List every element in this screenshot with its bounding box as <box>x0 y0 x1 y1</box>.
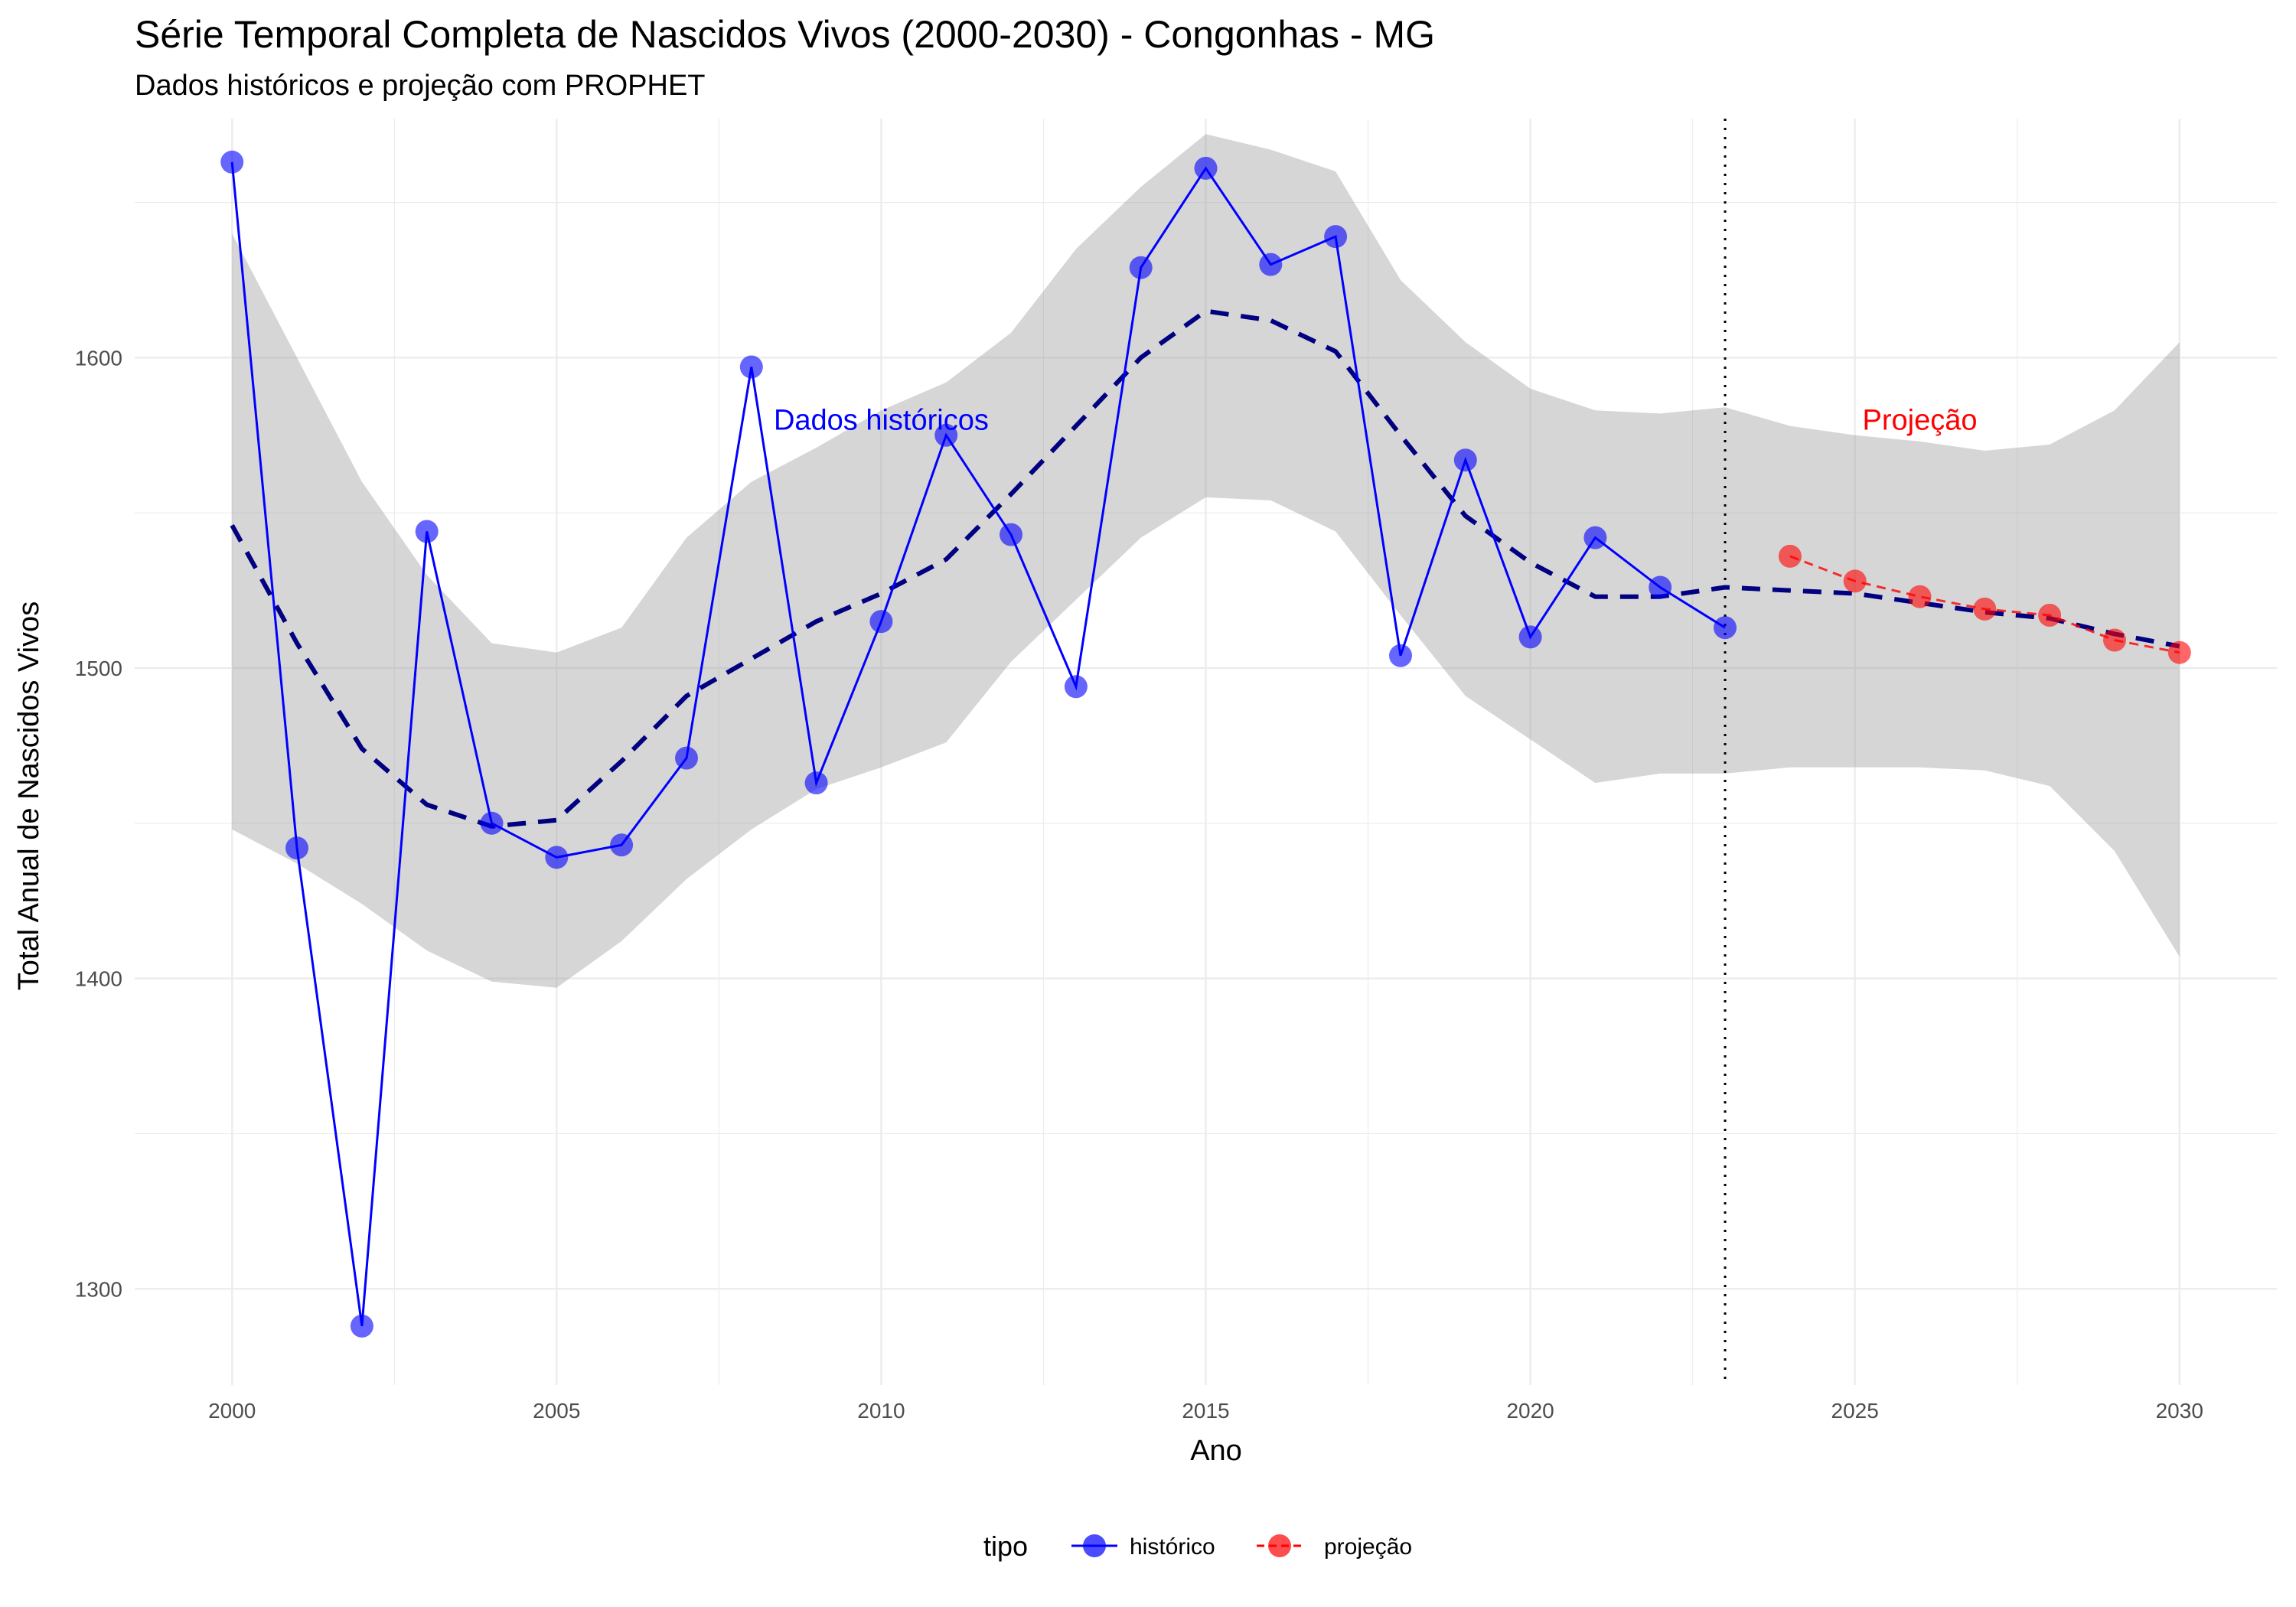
x-tick-label: 2020 <box>1506 1399 1554 1423</box>
data-point-historico <box>415 520 439 543</box>
data-point-historico <box>1649 575 1672 599</box>
x-tick-label: 2000 <box>208 1399 256 1423</box>
data-point-projecao <box>1908 585 1932 608</box>
series-projecao <box>1778 544 2191 664</box>
data-point-historico <box>545 846 569 869</box>
data-point-projecao <box>1778 544 1802 568</box>
data-point-projecao <box>1843 569 1867 593</box>
data-point-projecao <box>2038 604 2062 627</box>
x-tick-label: 2025 <box>1831 1399 1879 1423</box>
data-point-historico <box>934 423 958 447</box>
data-point-historico <box>739 355 763 379</box>
legend: tipo histórico projeção <box>983 1530 1412 1562</box>
data-point-historico <box>1714 616 1737 640</box>
data-point-historico <box>480 811 504 835</box>
legend-label-historico: histórico <box>1130 1534 1215 1560</box>
data-point-historico <box>1453 448 1477 472</box>
y-tick-label: 1400 <box>75 967 122 991</box>
data-point-projecao <box>2103 628 2126 652</box>
annotations: Dados históricos Projeção <box>774 404 1978 436</box>
x-tick-label: 2010 <box>857 1399 905 1423</box>
annotation-dados-historicos: Dados históricos <box>774 404 989 436</box>
legend-item-historico: histórico <box>1071 1534 1215 1560</box>
data-point-historico <box>869 610 893 634</box>
x-tick-label: 2015 <box>1182 1399 1229 1423</box>
legend-swatch-point-projecao <box>1268 1534 1291 1557</box>
legend-title: tipo <box>983 1530 1028 1562</box>
data-series <box>220 150 2191 1338</box>
x-tick-label: 2005 <box>533 1399 580 1423</box>
data-point-projecao <box>1973 597 1997 621</box>
x-axis-title: Ano <box>1190 1435 1242 1467</box>
data-point-historico <box>1064 675 1088 699</box>
grid-lines <box>135 119 2277 1385</box>
data-point-historico <box>1129 256 1153 279</box>
legend-swatch-point-historico <box>1083 1534 1106 1557</box>
y-axis-ticks: 1300 1400 1500 1600 <box>75 346 122 1301</box>
data-point-historico <box>675 746 698 770</box>
chart-title: Série Temporal Completa de Nascidos Vivo… <box>135 13 1435 56</box>
confidence-band-area <box>232 134 2180 988</box>
data-point-historico <box>1259 253 1283 276</box>
data-point-historico <box>1518 625 1542 649</box>
data-point-historico <box>350 1314 373 1338</box>
data-point-historico <box>285 836 308 860</box>
x-tick-label: 2030 <box>2156 1399 2203 1423</box>
y-tick-label: 1500 <box>75 657 122 680</box>
series-line-historico <box>230 161 1726 1327</box>
y-tick-label: 1600 <box>75 346 122 370</box>
y-tick-label: 1300 <box>75 1277 122 1301</box>
data-point-historico <box>610 833 634 857</box>
data-point-historico <box>804 771 828 795</box>
data-point-historico <box>1000 523 1022 546</box>
annotation-projecao: Projeção <box>1863 404 1978 436</box>
x-axis-ticks: 2000 2005 2010 2015 2020 2025 2030 <box>208 1399 2203 1423</box>
legend-label-projecao: projeção <box>1324 1534 1412 1560</box>
series-historico <box>220 150 1737 1338</box>
legend-item-projecao: projeção <box>1257 1534 1412 1560</box>
y-axis-title: Total Anual de Nascidos Vivos <box>13 601 45 990</box>
chart-subtitle: Dados históricos e projeção com PROPHET <box>135 70 706 102</box>
data-point-historico <box>1583 526 1607 549</box>
data-point-historico <box>1324 225 1348 249</box>
data-point-historico <box>220 150 244 174</box>
data-point-historico <box>1194 156 1218 180</box>
data-point-historico <box>1389 644 1412 667</box>
confidence-band <box>232 134 2180 988</box>
data-point-projecao <box>2167 641 2191 664</box>
